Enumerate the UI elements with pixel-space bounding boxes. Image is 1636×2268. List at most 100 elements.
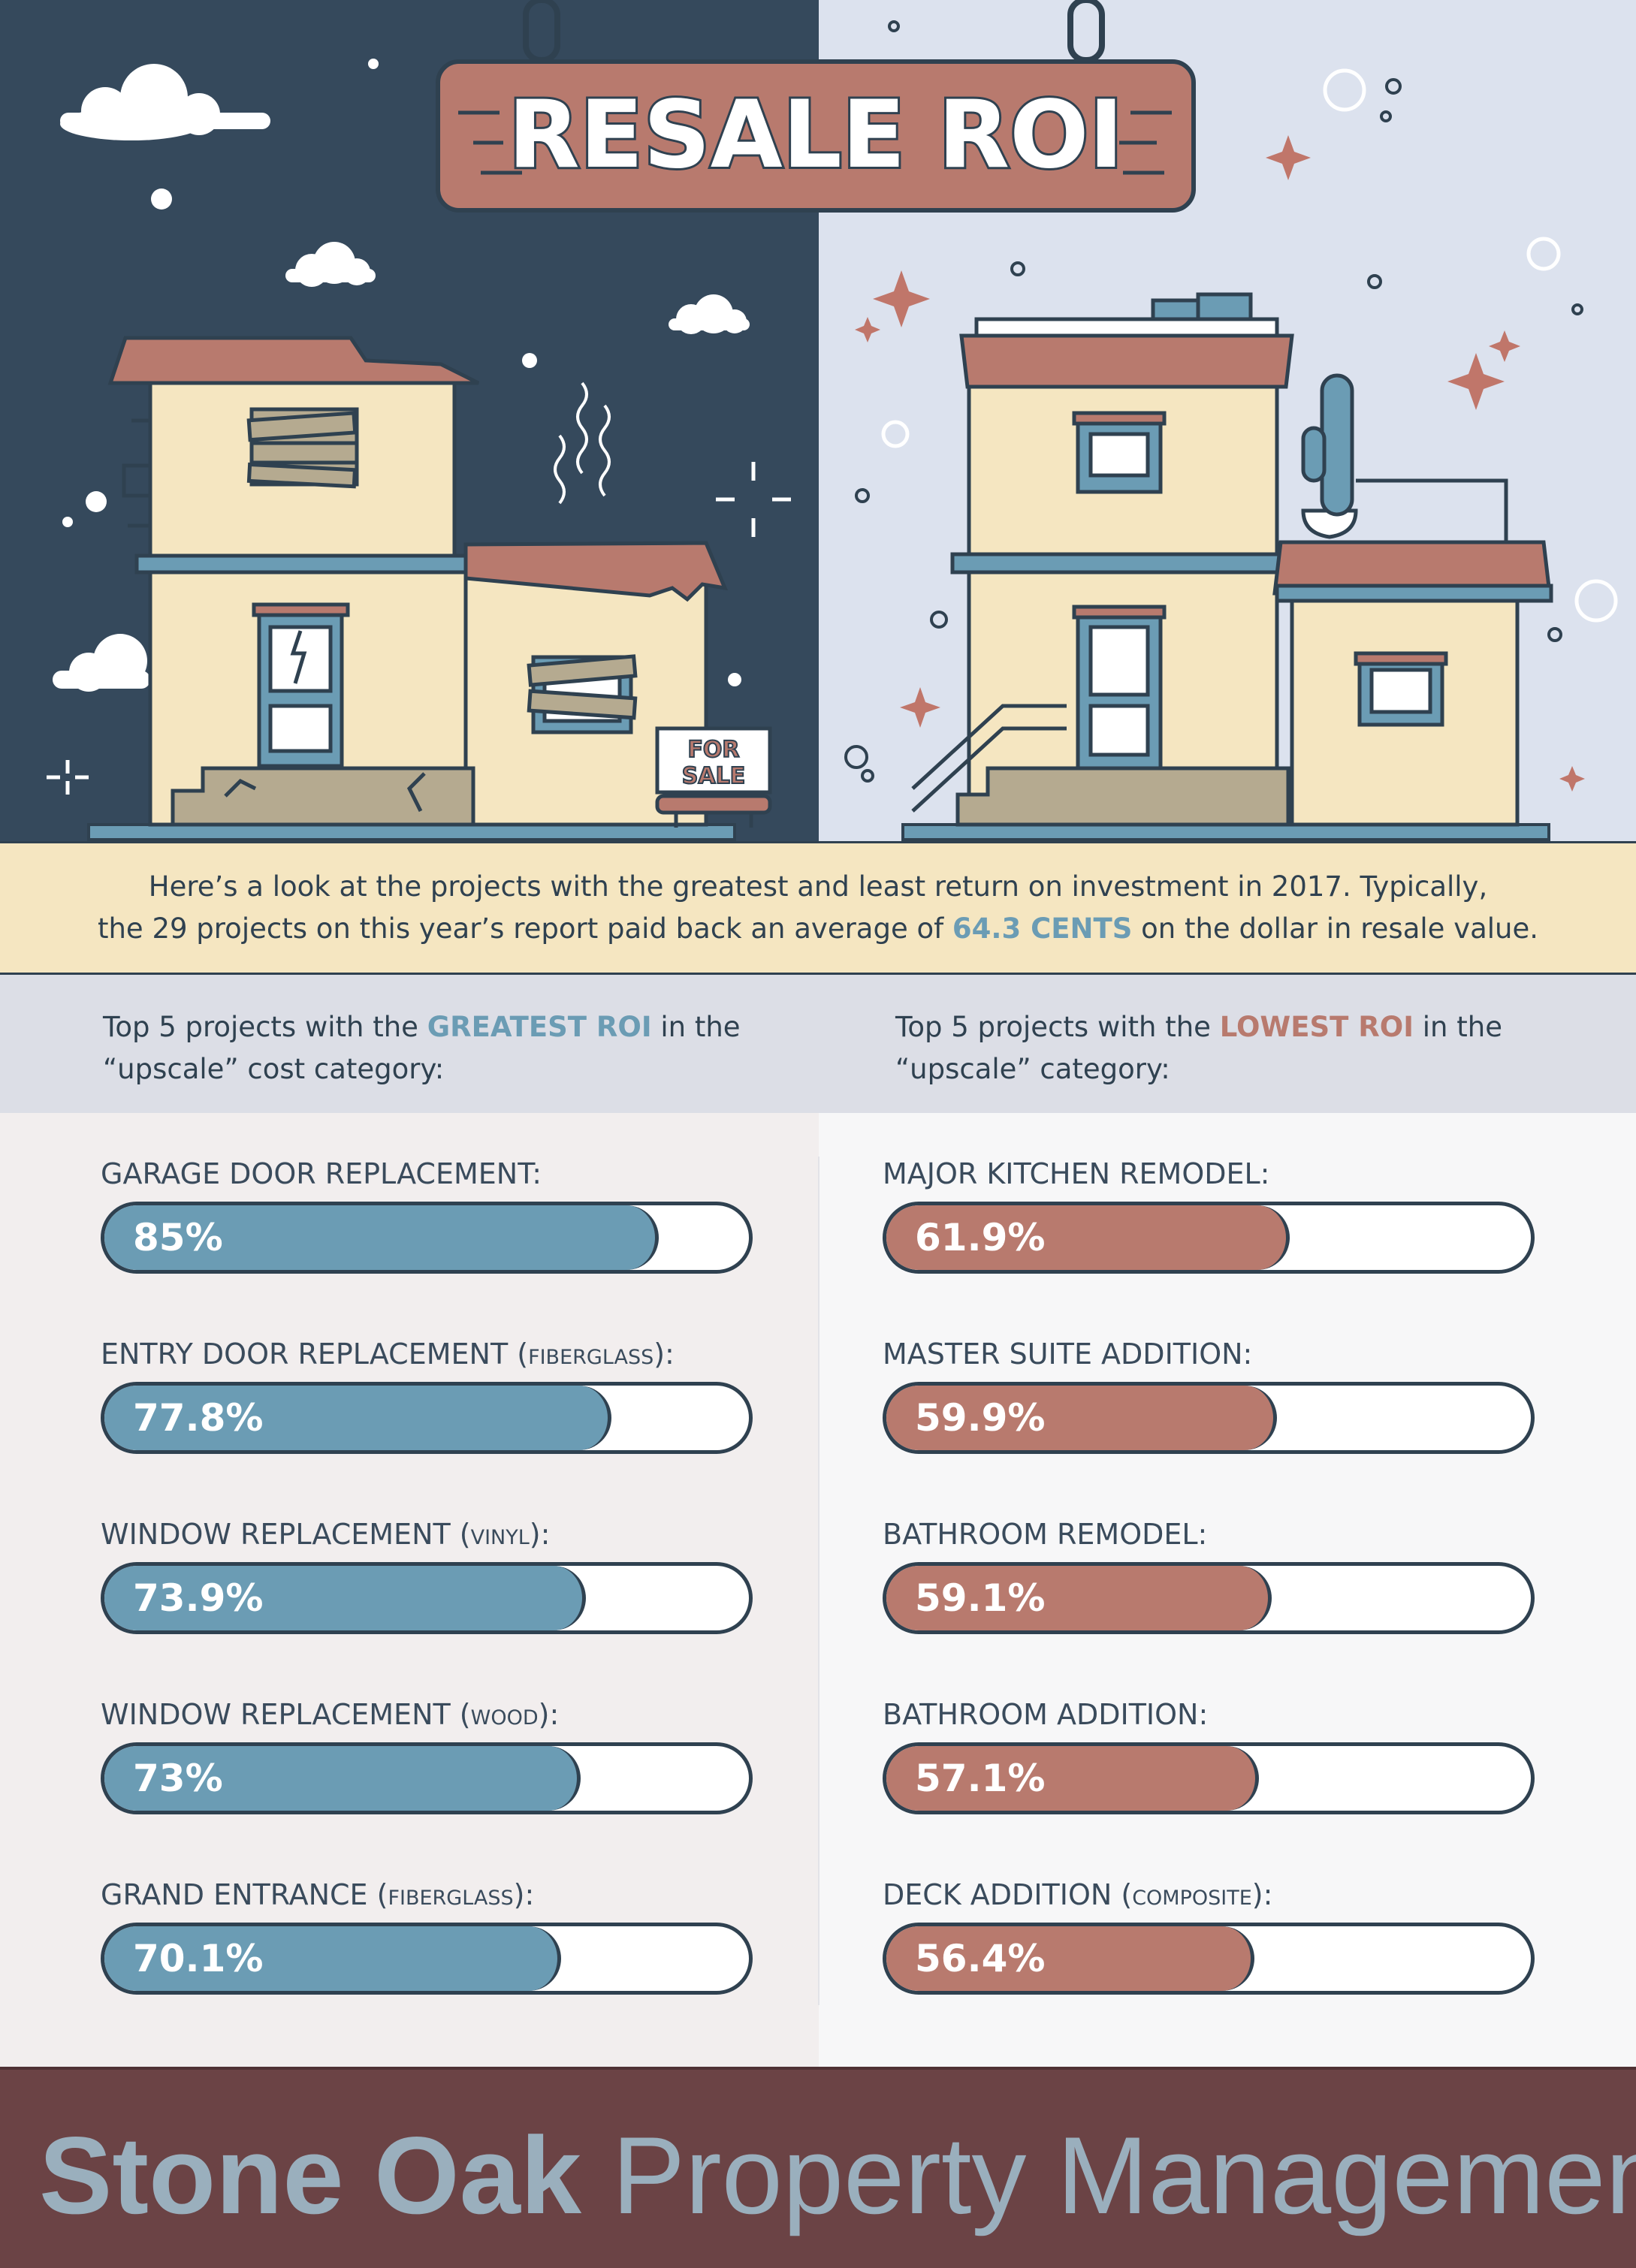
bar-category-qualifier: COMPOSITE [1132,1886,1252,1910]
lowest-roi-highlight: LOWEST ROI [1219,1011,1414,1043]
bar-category-label: WINDOW REPLACEMENT (VINYL): [101,1518,551,1551]
brand-name-bold: Stone Oak [39,2114,582,2236]
bar-value-label: 59.1% [915,1576,1046,1620]
bar-value-label: 73% [133,1757,223,1800]
bar-fill [104,1746,581,1811]
bar-value-label: 77.8% [133,1396,264,1440]
bar-fill [886,1926,1254,1991]
rundown-house-icon [107,336,772,828]
greatest-heading-line2: “upscale” cost category: [103,1053,445,1085]
renovated-house-icon [911,292,1553,827]
bar-category-label: DECK ADDITION (COMPOSITE): [883,1878,1273,1911]
lowest-heading-after: in the [1413,1011,1502,1043]
lowest-roi-header: Top 5 projects with the LOWEST ROI in th… [819,975,1636,1113]
cloud-icon [53,634,150,692]
smoke-icon [554,382,611,505]
bar-value-label: 59.9% [915,1396,1046,1440]
bar-track: 61.9% [883,1202,1535,1274]
sparkle-icon [855,135,1585,792]
bar-category-qualifier: FIBERGLASS [388,1886,514,1910]
star-dots [62,59,741,686]
bar-category-qualifier: WOOD [470,1706,539,1730]
bar-track: 59.9% [883,1382,1535,1454]
cloud-icon [669,294,750,334]
bar-track: 85% [101,1202,753,1274]
bar-category-label: MASTER SUITE ADDITION: [883,1338,1253,1371]
bar-value-label: 57.1% [915,1757,1046,1800]
bar-track: 70.1% [101,1923,753,1995]
bar-category-label: GRAND ENTRANCE (FIBERGLASS): [101,1878,535,1911]
greatest-roi-heading-text: Top 5 projects with the GREATEST ROI in … [103,1006,819,1090]
greatest-roi-highlight: GREATEST ROI [427,1011,652,1043]
sparkle-icon [47,462,791,795]
svg-text:SALE: SALE [682,763,745,789]
bar-value-label: 73.9% [133,1576,264,1620]
bar-category-label: ENTRY DOOR REPLACEMENT (FIBERGLASS): [101,1338,675,1371]
bar-fill [104,1205,659,1270]
bar-value-label: 85% [133,1216,223,1259]
footer-brand: Stone Oak Property Management [0,2067,1636,2268]
bar-item: BATHROOM REMODEL: 59.1% [883,1516,1535,1634]
bar-track: 77.8% [101,1382,753,1454]
bar-fill [886,1566,1272,1630]
intro-line2-end: on the dollar in resale value. [1132,912,1539,945]
ground-right [901,823,1550,841]
bar-track: 57.1% [883,1742,1535,1814]
greatest-heading-after: in the [651,1011,741,1043]
lowest-roi-heading-text: Top 5 projects with the LOWEST ROI in th… [895,1006,1636,1090]
bar-value-label: 61.9% [915,1216,1046,1259]
bar-category-text: ENTRY DOOR REPLACEMENT [101,1338,509,1371]
bar-category-label: GARAGE DOOR REPLACEMENT: [101,1157,542,1190]
bar-category-label: BATHROOM ADDITION: [883,1698,1209,1731]
bar-value-label: 70.1% [133,1937,264,1980]
bar-category-label: MAJOR KITCHEN REMODEL: [883,1157,1270,1190]
bar-category-text: GRAND ENTRANCE [101,1878,368,1911]
brand-name-light: Property Management [611,2114,1636,2236]
bar-category-label: BATHROOM REMODEL: [883,1518,1208,1551]
bar-item: BATHROOM ADDITION: 57.1% [883,1696,1535,1814]
bar-item: ENTRY DOOR REPLACEMENT (FIBERGLASS): 77.8… [101,1335,753,1454]
for-sale-sign: FOR SALE [681,736,746,790]
intro-banner: Here’s a look at the projects with the g… [0,841,1636,975]
bar-category-text: GARAGE DOOR REPLACEMENT [101,1157,533,1190]
svg-text:FOR: FOR [687,737,739,763]
bar-fill [104,1926,561,1991]
page-title: RESALE ROI [508,81,1123,189]
lowest-heading-line2: “upscale” category: [895,1053,1170,1085]
brand-name: Stone Oak Property Management [39,2119,1636,2232]
bar-value-label: 56.4% [915,1937,1046,1980]
bar-track: 56.4% [883,1923,1535,1995]
bar-category-qualifier: VINYL [470,1526,530,1549]
bar-track: 73% [101,1742,753,1814]
bar-track: 73.9% [101,1562,753,1634]
intro-text: Here’s a look at the projects with the g… [98,866,1538,950]
bar-item: GRAND ENTRANCE (FIBERGLASS): 70.1% [101,1876,753,1995]
greatest-roi-header: Top 5 projects with the GREATEST ROI in … [0,975,819,1113]
intro-line1: Here’s a look at the projects with the g… [148,870,1488,903]
ground-left [87,823,736,841]
greatest-heading-before: Top 5 projects with the [103,1011,427,1043]
bar-track: 59.1% [883,1562,1535,1634]
bar-category-text: WINDOW REPLACEMENT [101,1698,451,1731]
bar-item: GARAGE DOOR REPLACEMENT: 85% [101,1155,753,1274]
bar-item: DECK ADDITION (COMPOSITE): 56.4% [883,1876,1535,1995]
cloud-icon [60,64,270,140]
hero-illustration: RESALE ROI [47,0,1618,841]
bar-category-text: BATHROOM ADDITION [883,1698,1199,1731]
column-divider [818,1157,820,2005]
intro-line2: the 29 projects on this year’s report pa… [97,912,952,945]
bar-category-text: BATHROOM REMODEL [883,1518,1198,1551]
bar-fill [104,1566,586,1630]
bar-item: WINDOW REPLACEMENT (WOOD): 73% [101,1696,753,1814]
lowest-heading-before: Top 5 projects with the [895,1011,1220,1043]
cloud-icon [285,242,376,287]
bar-category-label: WINDOW REPLACEMENT (WOOD): [101,1698,560,1731]
bar-category-text: MAJOR KITCHEN REMODEL [883,1157,1260,1190]
bar-category-text: DECK ADDITION [883,1878,1112,1911]
bar-fill [886,1205,1290,1270]
bar-category-text: MASTER SUITE ADDITION [883,1338,1243,1371]
bar-category-qualifier: FIBERGLASS [528,1346,654,1369]
bar-fill [886,1386,1277,1450]
average-return-highlight: 64.3 CENTS [952,912,1133,945]
